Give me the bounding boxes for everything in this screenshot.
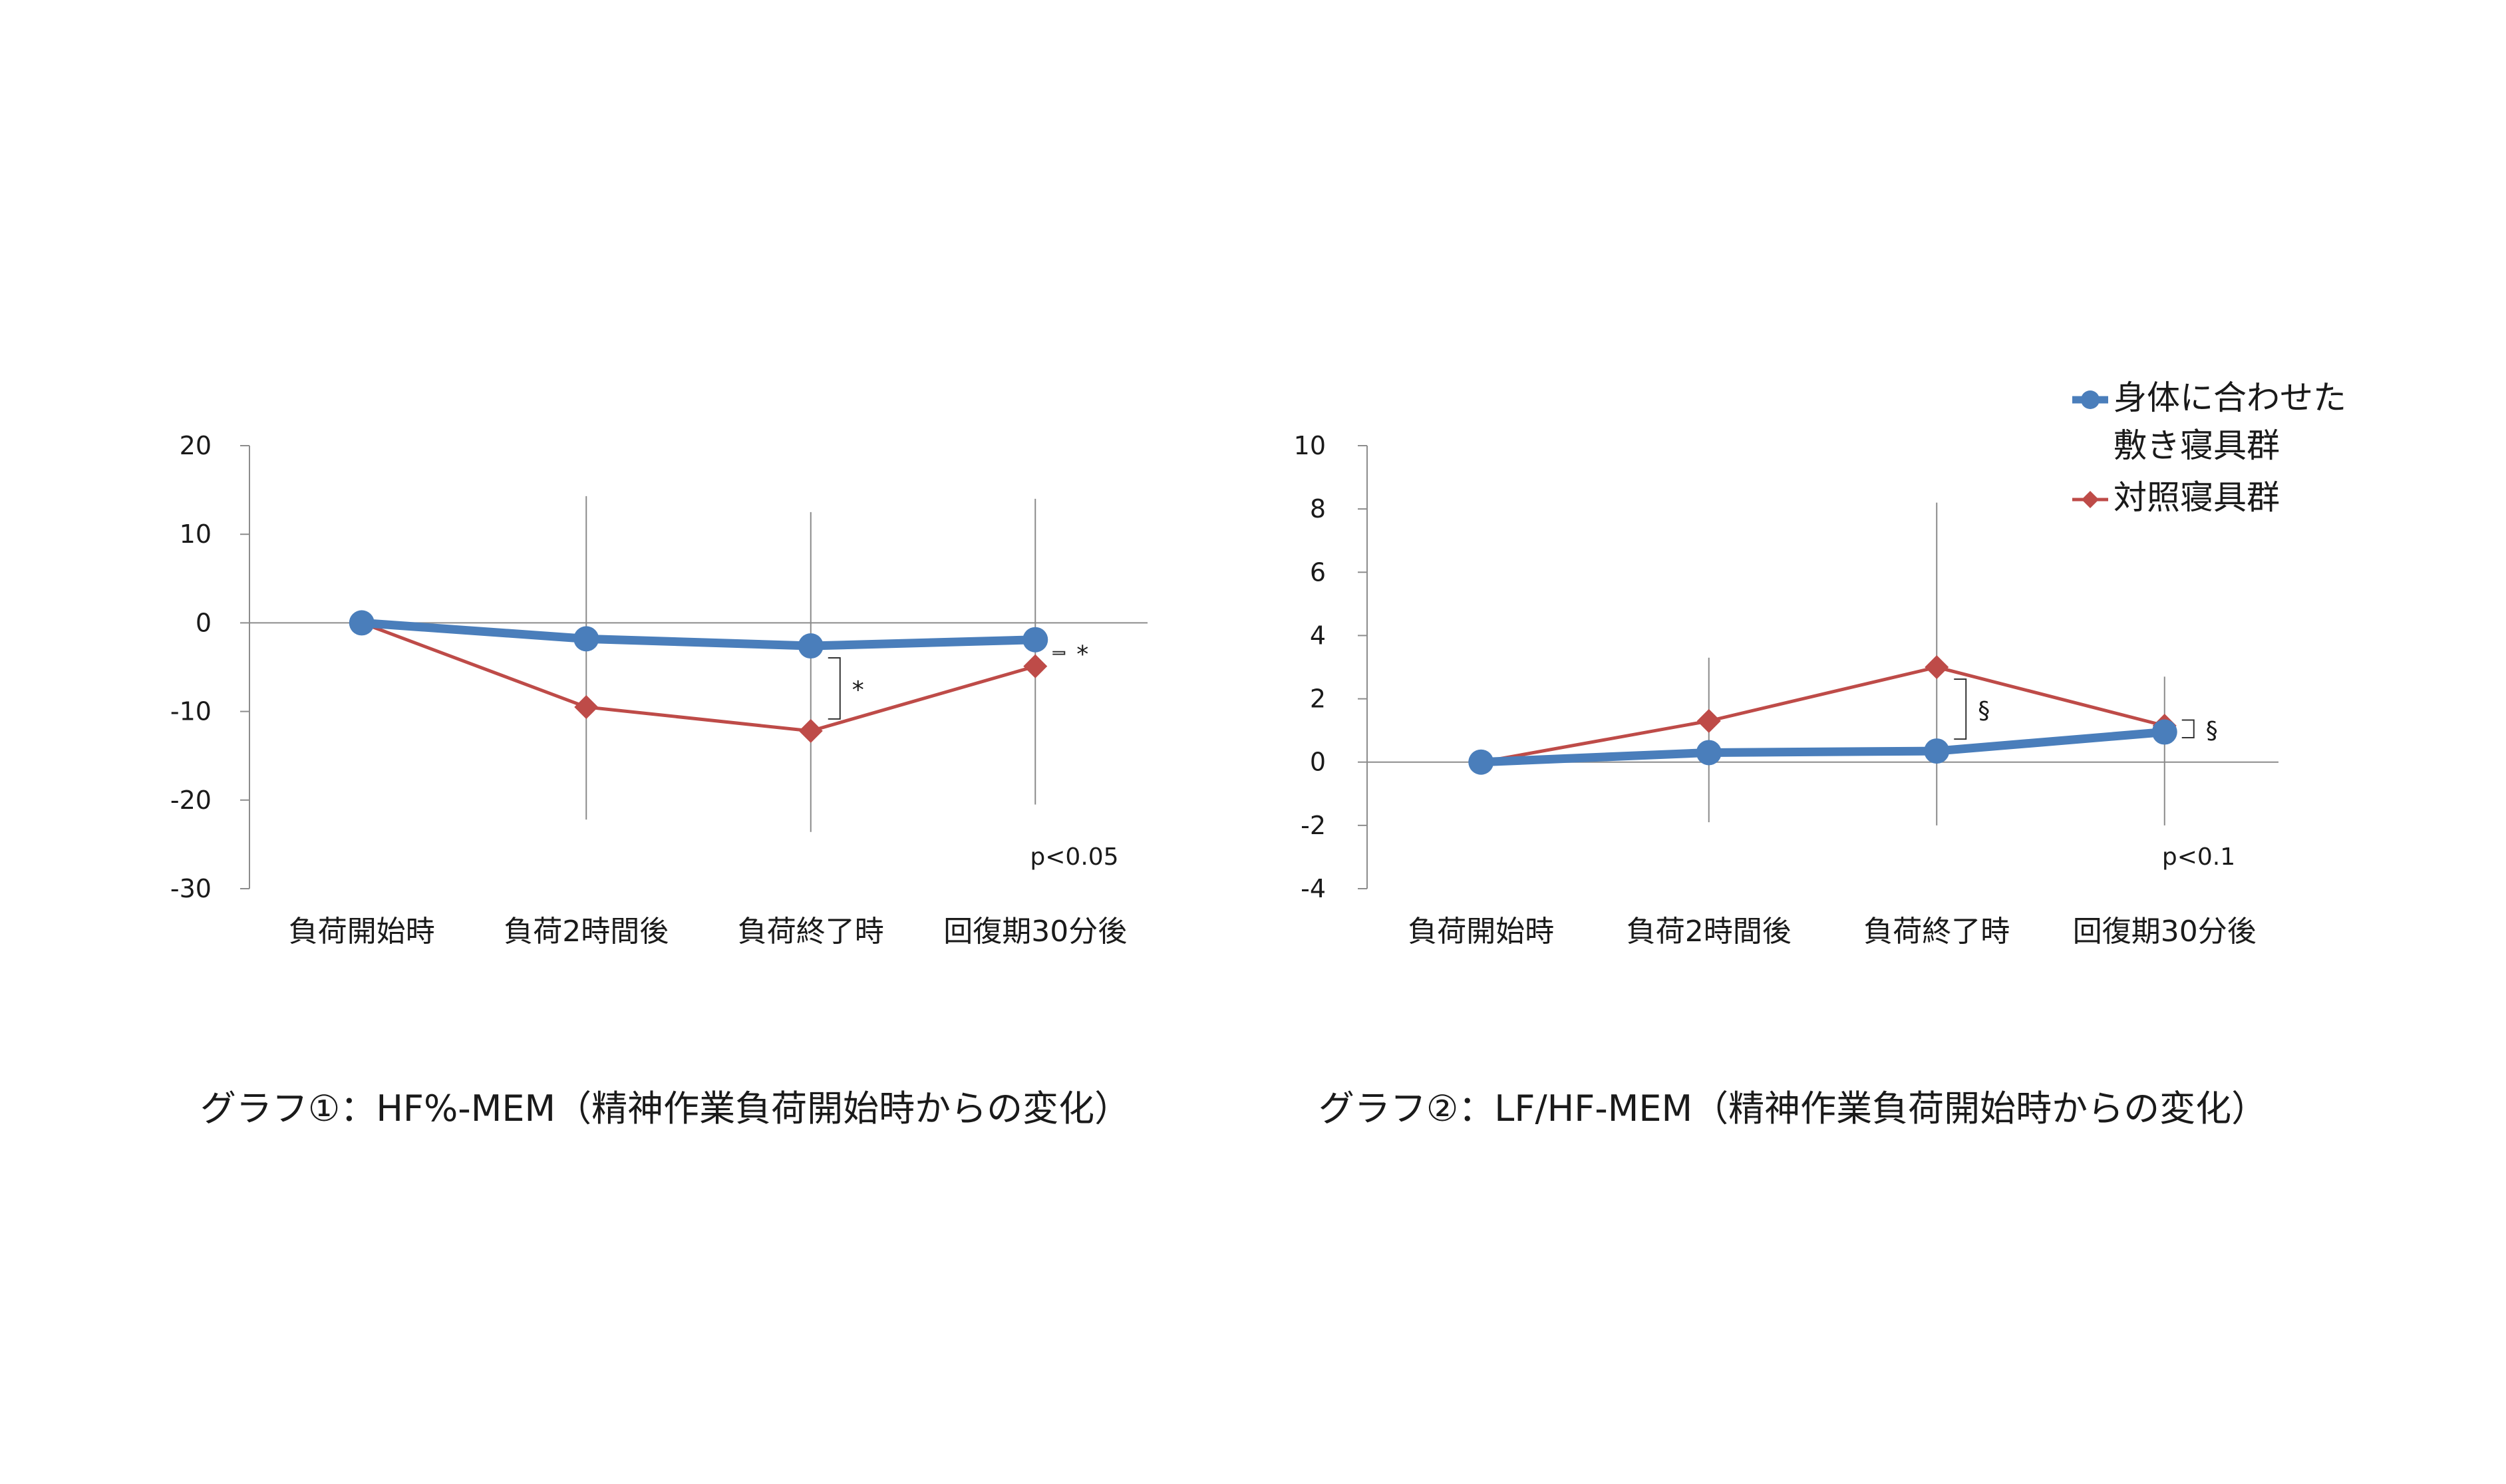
marker-fitted bbox=[573, 626, 599, 652]
x-tick-label: 負荷終了時 bbox=[1863, 915, 2010, 949]
marker-fitted bbox=[1468, 749, 1494, 775]
marker-fitted bbox=[2151, 719, 2177, 745]
x-tick-label: 負荷終了時 bbox=[738, 915, 884, 949]
marker-control bbox=[1696, 708, 1721, 733]
y-tick-label: 6 bbox=[1310, 557, 1326, 587]
y-tick-label: -20 bbox=[170, 786, 212, 815]
significance-mark: * bbox=[852, 676, 864, 704]
marker-control bbox=[574, 694, 599, 719]
legend-label: 対照寝具群 bbox=[2114, 478, 2280, 517]
p-value-note: p<0.05 bbox=[1030, 843, 1118, 871]
legend-label: 身体に合わせた bbox=[2114, 378, 2346, 417]
significance-mark: § bbox=[1978, 697, 1990, 724]
y-tick-label: -30 bbox=[170, 874, 212, 903]
marker-control bbox=[798, 718, 823, 743]
marker-control bbox=[1023, 654, 1048, 678]
y-tick-label: 2 bbox=[1310, 684, 1326, 714]
significance-bracket bbox=[1954, 678, 1967, 740]
marker-fitted bbox=[349, 610, 375, 636]
significance-bracket bbox=[1052, 651, 1066, 655]
series-line-control bbox=[1480, 665, 2165, 764]
marker-control bbox=[1925, 655, 1949, 679]
marker-fitted bbox=[1924, 738, 1950, 764]
figure-caption: グラフ②：LF/HF-MEM（精神作業負荷開始時からの変化） bbox=[1319, 1088, 2267, 1129]
x-tick-label: 負荷2時間後 bbox=[1627, 915, 1792, 949]
y-tick-label: 0 bbox=[1310, 748, 1326, 777]
legend-label: 敷き寝具群 bbox=[2114, 426, 2280, 465]
y-tick-label: 4 bbox=[1310, 621, 1326, 650]
series-line-fitted bbox=[1480, 728, 2165, 767]
y-tick-label: -2 bbox=[1301, 811, 1326, 840]
y-tick-label: 0 bbox=[196, 608, 212, 637]
significance-mark: * bbox=[1076, 641, 1088, 668]
marker-fitted bbox=[1696, 740, 1722, 766]
y-tick-label: 20 bbox=[180, 431, 212, 460]
series-line-fitted bbox=[361, 618, 1036, 651]
x-tick-label: 負荷開始時 bbox=[1408, 915, 1554, 949]
significance-bracket bbox=[828, 657, 841, 720]
p-value-note: p<0.1 bbox=[2162, 843, 2235, 871]
marker-fitted bbox=[798, 633, 824, 659]
y-tick-label: 8 bbox=[1310, 494, 1326, 523]
y-tick-label: -4 bbox=[1301, 874, 1326, 903]
significance-mark: § bbox=[2206, 717, 2218, 744]
chart-1: 20 10 0 -10 -20 -30 負荷開始時 負荷2時間後 負荷終了時 回復期30分後 * * p… bbox=[170, 431, 1148, 1129]
x-tick-label: 負荷開始時 bbox=[289, 915, 435, 949]
marker-fitted bbox=[1022, 627, 1048, 653]
x-tick-label: 回復期30分後 bbox=[2073, 915, 2257, 949]
legend-marker bbox=[2081, 390, 2100, 409]
series-line-control bbox=[361, 621, 1036, 733]
y-tick-label: -10 bbox=[170, 697, 212, 726]
figure-caption: グラフ①：HF%-MEM（精神作業負荷開始時からの変化） bbox=[200, 1088, 1130, 1129]
y-tick-label: 10 bbox=[180, 519, 212, 549]
legend-marker bbox=[2082, 491, 2099, 508]
x-tick-label: 回復期30分後 bbox=[943, 915, 1127, 949]
y-tick-label: 10 bbox=[1294, 431, 1326, 460]
significance-bracket bbox=[2181, 719, 2195, 739]
x-tick-label: 負荷2時間後 bbox=[504, 915, 669, 949]
chart-2: 10 8 6 4 2 0 -2 -4 負荷開始時 負荷2時間後 負荷終了時 回復期30分後 § § p<0.… bbox=[1294, 378, 2346, 1129]
